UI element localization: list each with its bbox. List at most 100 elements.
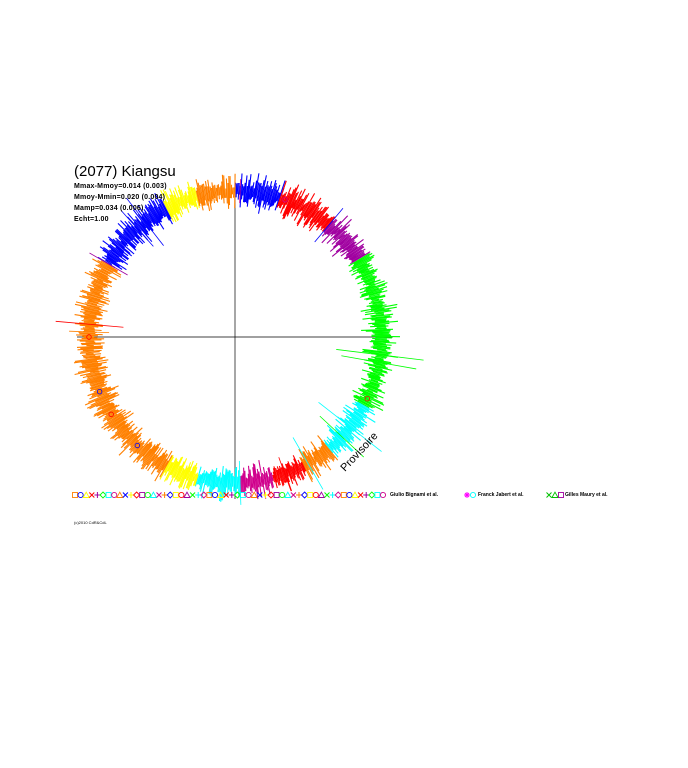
stat-mmax-mmoy: Mmax-Mmoy=0.014 (0.003) (74, 183, 167, 190)
legend-symbol-21 (189, 492, 196, 498)
legend-symbol-42 (307, 492, 314, 498)
legend-group-symbol-0 (464, 492, 470, 498)
legend-symbol-31 (245, 491, 252, 499)
legend-group-symbol-3 (551, 491, 559, 498)
spike-3 (319, 415, 364, 458)
legend-symbol-2 (82, 491, 90, 498)
legend-symbol-0 (72, 492, 78, 498)
legend-label-1: Giulio Bignami et al. (390, 492, 439, 498)
spike-13 (278, 457, 292, 492)
phase-band-6 (323, 401, 376, 458)
spike-10 (314, 208, 344, 243)
chart-title: (2077) Kiangsu (74, 163, 176, 180)
phase-band-9 (240, 460, 275, 500)
phase-band-12 (129, 438, 173, 482)
legend-symbol-39 (290, 492, 297, 498)
legend-symbol-35 (267, 491, 275, 499)
outlier-spikes (55, 179, 424, 505)
spike-7 (120, 210, 154, 247)
spike-4 (292, 437, 324, 490)
marker-1 (364, 396, 371, 402)
legend-symbol-25 (211, 491, 219, 499)
spike-1 (341, 355, 417, 370)
lightcurve-points (73, 173, 401, 502)
phase-band-16 (80, 258, 122, 304)
legend-symbol-8 (116, 491, 124, 498)
footer-credit: (c)2010 CdR&CdL (74, 520, 107, 525)
legend-symbol-17 (166, 491, 174, 499)
phase-band-3 (348, 252, 388, 309)
legend-symbol-50 (351, 491, 359, 498)
phase-band-15 (74, 295, 109, 359)
phase-band-11 (159, 454, 199, 491)
legend-symbol-37 (279, 491, 286, 499)
legend-symbol-20 (183, 491, 191, 498)
legend-symbol-41 (300, 491, 309, 499)
phase-band-8 (272, 455, 307, 492)
legend-symbol-18 (172, 492, 179, 498)
marker-5 (86, 334, 92, 340)
spike-2 (318, 401, 382, 452)
legend-symbol-54 (374, 492, 381, 498)
legend-symbol-48 (340, 492, 347, 498)
phase-band-1 (276, 180, 336, 232)
legend-symbol-26 (216, 491, 225, 498)
legend-symbol-5 (99, 491, 107, 499)
stat-echt: Echt=1.00 (74, 216, 109, 223)
phase-band-19 (160, 181, 200, 223)
spike-5 (55, 320, 124, 328)
marker-0 (282, 197, 288, 203)
legend-symbol-11 (132, 491, 141, 499)
legend-symbol-3 (88, 492, 95, 498)
legend-symbol-30 (240, 492, 246, 498)
phase-band-14 (73, 356, 120, 417)
legend-symbol-51 (357, 492, 364, 498)
marker-2 (134, 442, 141, 449)
legend-symbol-12 (139, 492, 146, 498)
legend-symbol-13 (144, 491, 151, 499)
legend-symbol-7 (111, 491, 118, 499)
legend-symbol-15 (156, 492, 162, 498)
marker-4 (96, 388, 103, 395)
legend-symbol-29 (233, 491, 242, 499)
legend-symbol-45 (324, 492, 330, 498)
spike-0 (336, 349, 424, 361)
legend-label-2: Franck Jabert et al. (478, 492, 524, 498)
legend-group-symbol-2 (546, 492, 552, 498)
legend-symbol-49 (346, 491, 353, 499)
legend-symbol-27 (223, 492, 230, 498)
stat-mamp: Mamp=0.034 (0.006) (74, 205, 144, 212)
marker-3 (108, 411, 114, 418)
legend-symbols (72, 491, 564, 499)
legend-symbol-44 (317, 491, 326, 498)
legend-group-symbol-4 (558, 492, 564, 498)
legend-symbol-53 (368, 491, 376, 499)
legend-symbol-14 (149, 491, 158, 498)
phase-band-0 (234, 173, 286, 214)
legend-symbol-38 (284, 491, 292, 498)
spike-12 (239, 179, 241, 204)
phase-band-4 (360, 303, 401, 365)
spike-9 (89, 252, 128, 276)
legend-symbol-23 (200, 491, 208, 499)
stat-mmoy-mmin: Mmoy-Mmin=0.020 (0.004) (74, 194, 166, 201)
legend-symbol-1 (77, 491, 84, 499)
legend-symbol-9 (122, 492, 129, 498)
legend-symbol-43 (312, 491, 319, 499)
legend-symbol-19 (178, 491, 185, 499)
phase-band-7 (298, 435, 339, 483)
legend-symbol-33 (256, 492, 263, 498)
legend-symbol-36 (273, 492, 280, 498)
phase-band-13 (98, 404, 143, 456)
legend-symbol-32 (250, 491, 258, 498)
legend-symbol-47 (334, 491, 342, 499)
legend-symbol-55 (379, 491, 387, 499)
legend-symbol-6 (105, 492, 112, 498)
spike-6 (69, 330, 110, 334)
legend-group-symbol-1 (469, 491, 477, 499)
axes (77, 175, 393, 499)
legend-label-3: Gilles Maury et al. (565, 492, 608, 498)
phase-band-20 (195, 173, 236, 212)
spike-8 (126, 198, 164, 246)
